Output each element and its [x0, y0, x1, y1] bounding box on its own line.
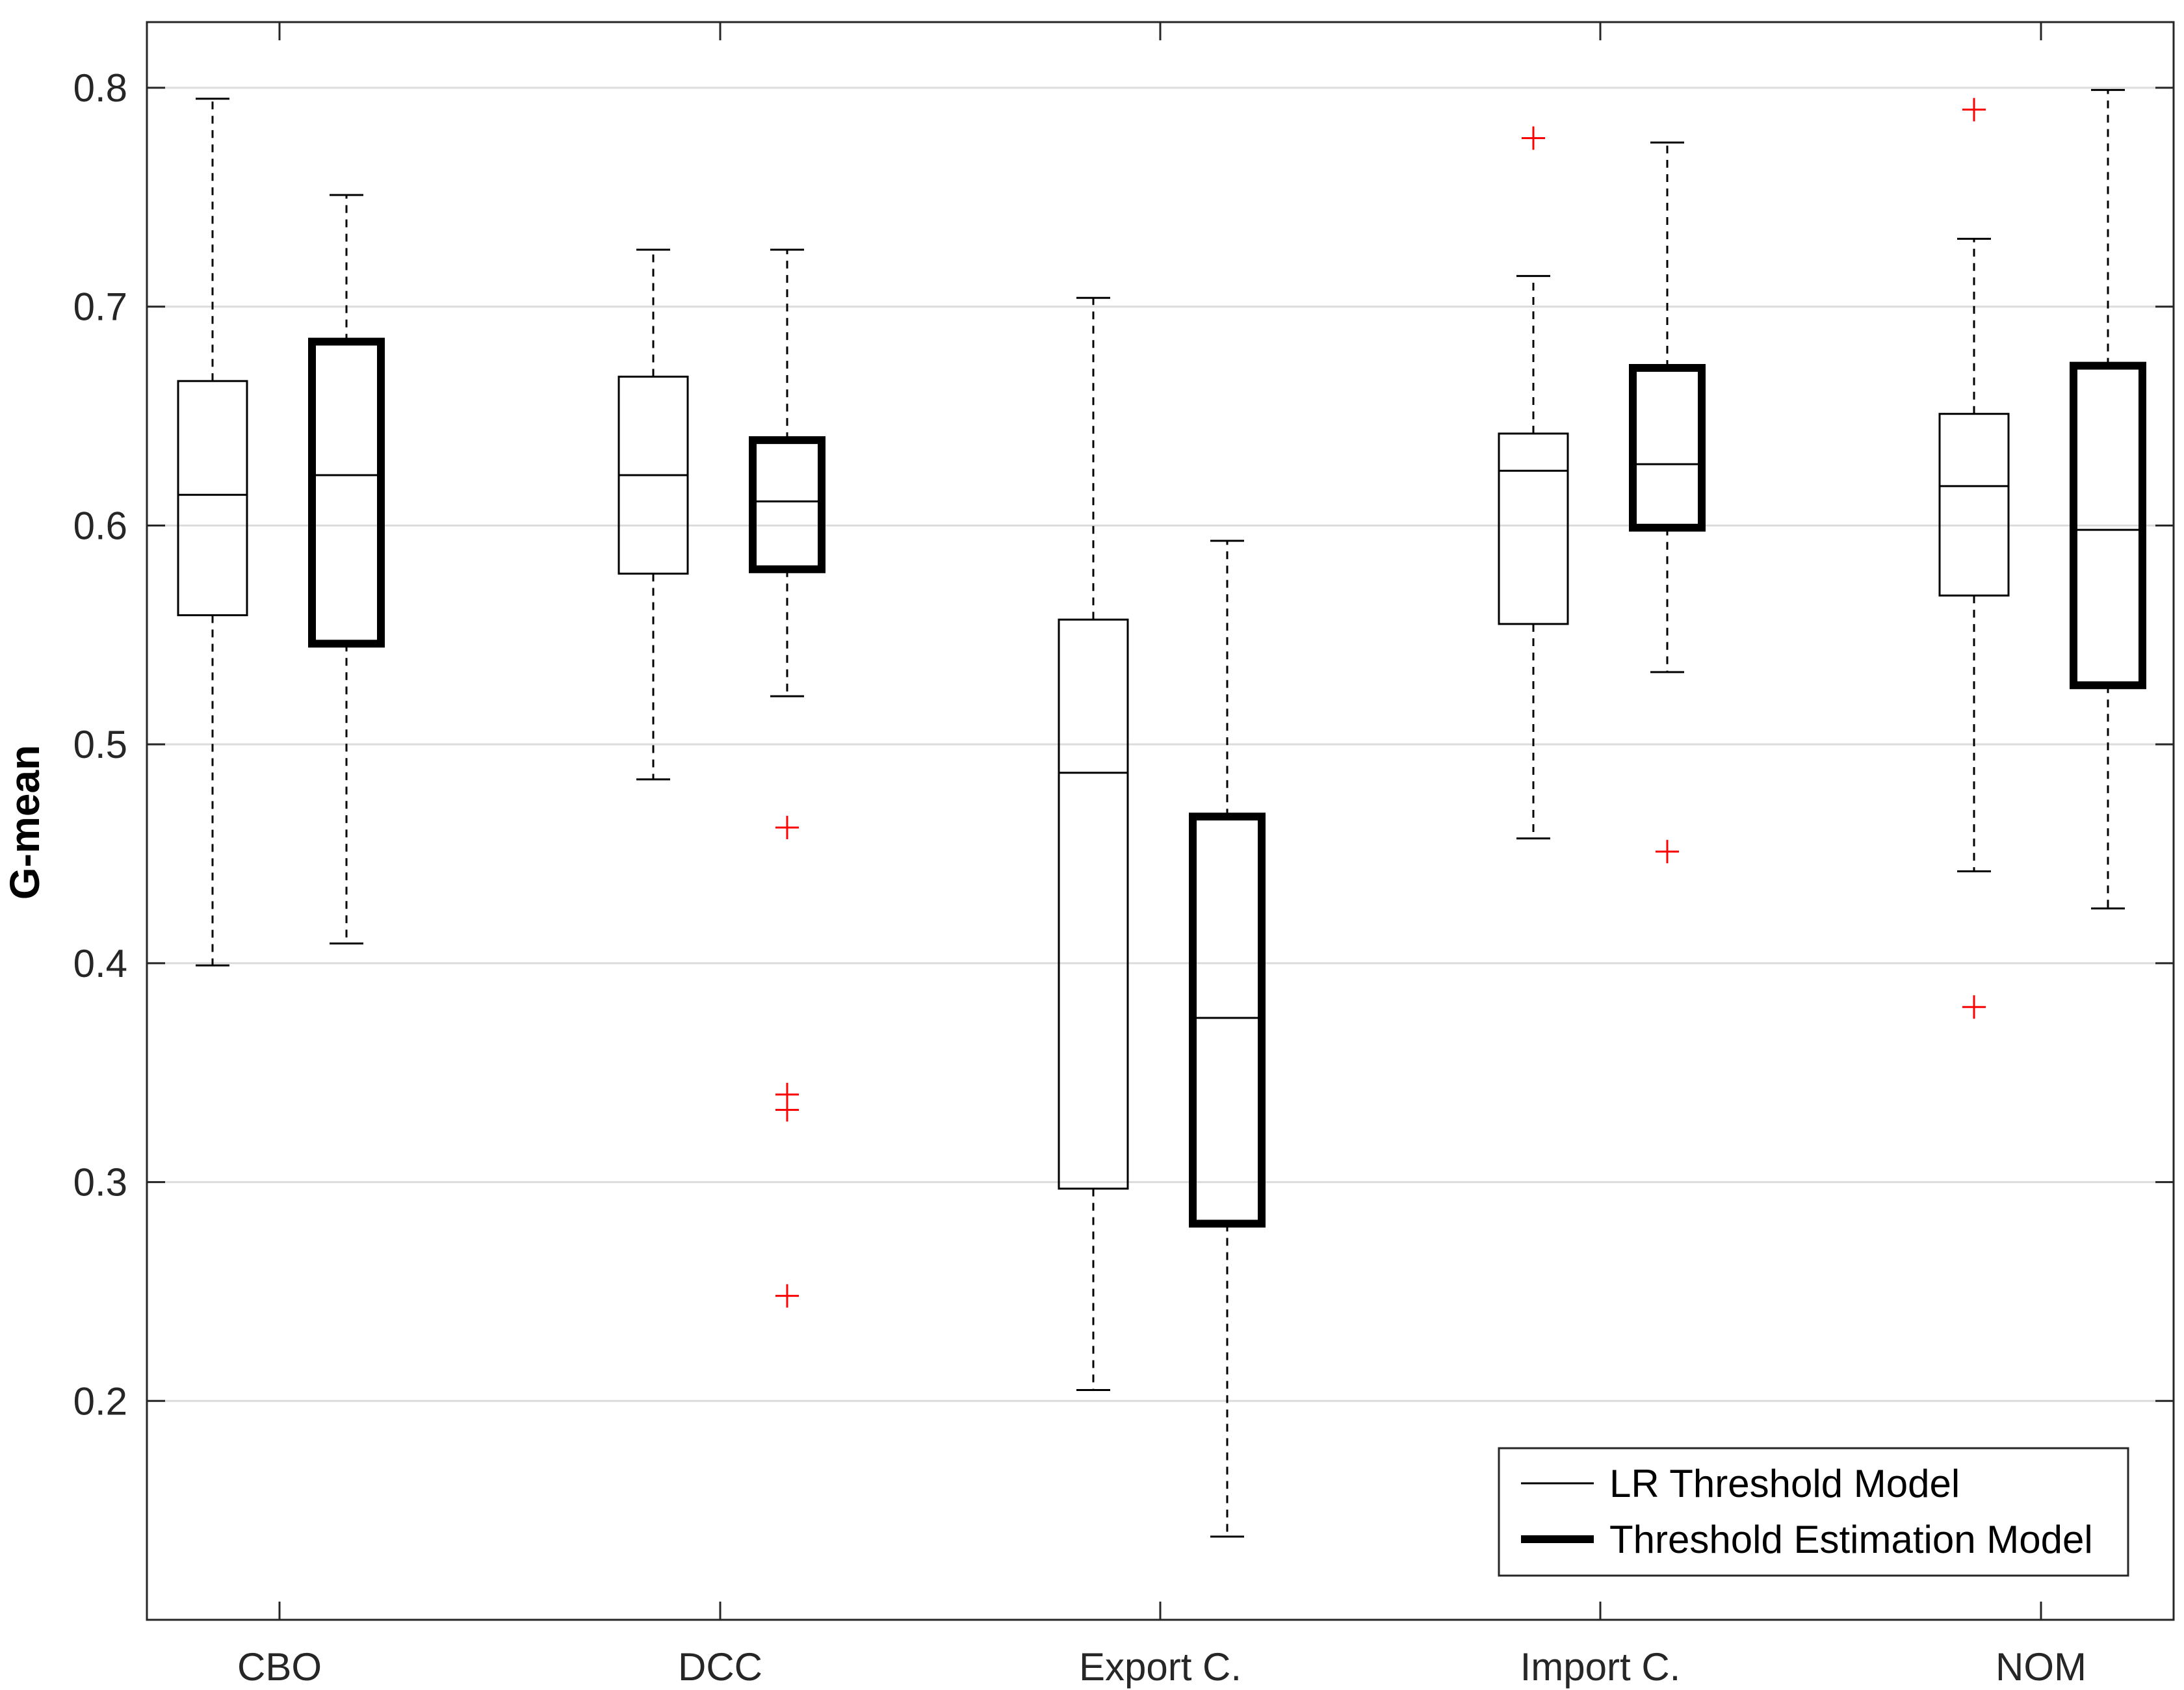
axes-frame — [146, 21, 2175, 1621]
outlier-marker — [1522, 126, 1545, 150]
legend-label-threshold-estimation-model: Threshold Estimation Model — [1609, 1518, 2093, 1561]
legend-label-lr-threshold-model: LR Threshold Model — [1609, 1462, 1960, 1505]
iqr-box — [1938, 413, 2010, 597]
box-export-c-threshold-estimation-model — [1189, 540, 1266, 1538]
x-tick-label-nom: NOM — [1996, 1645, 2086, 1689]
y-tick-label: 0.2 — [73, 1379, 127, 1423]
legend: LR Threshold Model Threshold Estimation … — [1498, 1447, 2129, 1577]
outlier-marker — [1962, 995, 1986, 1019]
y-tick-label: 0.4 — [73, 942, 127, 985]
outlier-marker — [1656, 840, 1679, 864]
iqr-box — [1629, 364, 1706, 532]
grid-lines — [147, 86, 2174, 1402]
y-tick-label: 0.7 — [73, 285, 127, 329]
axis-ticks: 0.2 0.3 0.4 0.5 0.6 0.7 0.8 CBO DCC Export C. Impo… — [73, 22, 2174, 1689]
box-dcc-lr-threshold-model — [618, 248, 689, 781]
outlier-marker — [775, 816, 799, 840]
iqr-box — [2070, 361, 2146, 690]
plot-area — [177, 88, 2146, 1538]
iqr-box — [749, 436, 826, 573]
box-import-c-lr-threshold-model — [1498, 126, 1569, 840]
box-cbo-lr-threshold-model — [177, 98, 248, 967]
box-nom-lr-threshold-model — [1938, 98, 2010, 1019]
y-tick-label: 0.5 — [73, 723, 127, 766]
box-export-c-lr-threshold-model — [1058, 296, 1129, 1391]
iqr-box — [1058, 618, 1129, 1190]
iqr-box — [1498, 432, 1569, 625]
outlier-marker — [775, 1284, 799, 1308]
y-tick-label: 0.3 — [73, 1161, 127, 1204]
x-tick-label-dcc: DCC — [678, 1645, 762, 1689]
box-cbo-threshold-estimation-model — [308, 194, 385, 945]
y-tick-label: 0.8 — [73, 66, 127, 110]
outlier-marker — [1962, 98, 1986, 122]
x-tick-label-import-c: Import C. — [1520, 1645, 1681, 1689]
legend-box — [1498, 1447, 2129, 1577]
box-import-c-threshold-estimation-model — [1629, 141, 1706, 864]
x-tick-label-export-c: Export C. — [1079, 1645, 1242, 1689]
y-tick-label: 0.6 — [73, 504, 127, 547]
outlier-marker — [775, 1098, 799, 1122]
y-axis-label: G-mean — [1, 745, 48, 900]
x-tick-label-cbo: CBO — [237, 1645, 322, 1689]
iqr-box — [177, 380, 248, 616]
iqr-box — [1189, 812, 1266, 1228]
series-threshold-estimation-model — [308, 88, 2146, 1538]
box-dcc-threshold-estimation-model — [749, 248, 826, 1308]
iqr-box — [308, 337, 385, 648]
series-lr-threshold-model — [177, 98, 2010, 1391]
box-nom-threshold-estimation-model — [2070, 88, 2146, 910]
